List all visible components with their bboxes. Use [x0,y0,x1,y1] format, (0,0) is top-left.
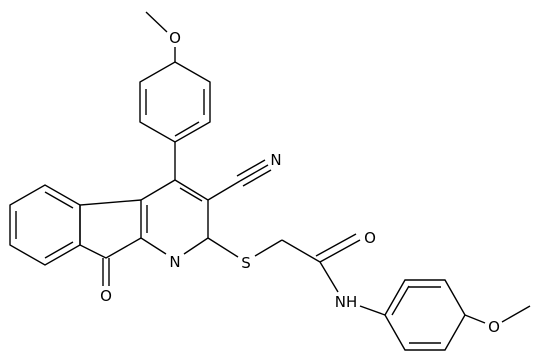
bond [207,180,241,201]
bond [179,187,203,202]
ring [79,199,142,259]
atom-label: NH [335,293,358,311]
atom-label: N [169,253,180,271]
bond [359,305,386,316]
bond [464,314,486,324]
bond [239,164,269,182]
ring [9,184,81,266]
bond [281,239,321,263]
bonds [9,11,531,351]
atom-label: O [169,29,181,47]
bond [207,237,239,258]
atom-label: N [270,151,281,169]
ring [139,61,211,143]
bond [319,261,339,293]
ring [140,179,209,255]
atom-label: O [364,229,376,247]
bond [145,11,168,33]
bond [254,239,283,257]
bond [242,169,272,187]
atom-label: S [241,254,251,272]
bond [174,121,200,137]
bond [236,159,266,177]
bond [319,239,361,263]
atom-label: O [100,287,112,305]
bond [44,241,74,259]
bond [315,233,357,257]
ring [384,279,466,351]
bond [391,285,410,316]
atom-label: O [488,318,500,336]
bond [44,191,74,209]
bond [501,305,531,323]
